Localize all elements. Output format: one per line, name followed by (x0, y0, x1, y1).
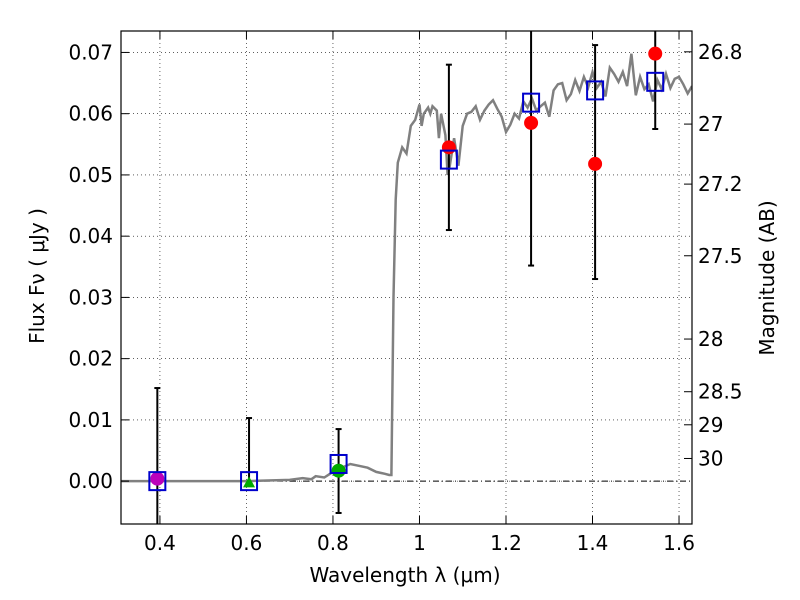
ticks: 0.4 0.6 0.8 1 1.2 1.4 1.6 0.00 0.01 0.02 0.03 0.04 0… (68, 31, 743, 555)
x-tick-label: 1 (413, 531, 426, 555)
right-tick-label: 27.5 (698, 244, 743, 268)
x-tick-label: 0.6 (231, 531, 263, 555)
y-tick-label: 0.03 (68, 285, 113, 309)
y-tick-label: 0.06 (68, 102, 113, 126)
right-tick-label: 29 (698, 413, 723, 437)
model-band-point (148, 471, 167, 492)
plot-frame (120, 30, 693, 525)
right-tick-label: 30 (698, 446, 723, 470)
x-tick-label: 1.4 (577, 531, 609, 555)
observed-point (588, 156, 603, 171)
spectrum-line (121, 53, 692, 483)
series (121, 31, 692, 524)
y-tick-label: 0.05 (68, 163, 113, 187)
x-tick-label: 1.2 (490, 531, 522, 555)
y-tick-label: 0.02 (68, 347, 113, 371)
observed-point (441, 140, 456, 155)
y-axis-right-label: Magnitude (AB) (755, 200, 779, 355)
grid (121, 31, 692, 524)
right-tick-label: 28.5 (698, 380, 743, 404)
right-tick-label: 27.2 (698, 172, 743, 196)
observed-point (150, 471, 165, 486)
observed-point (331, 463, 346, 478)
x-tick-label: 0.8 (317, 531, 349, 555)
observed-point (524, 115, 539, 130)
model-band-point (522, 92, 541, 113)
right-tick-label: 28 (698, 327, 723, 351)
x-tick-label: 0.4 (144, 531, 176, 555)
model-band-point (240, 471, 259, 492)
observed-point (648, 46, 663, 61)
model-band-point (646, 71, 665, 92)
x-tick-label: 1.6 (663, 531, 695, 555)
model-band-point (439, 149, 458, 170)
y-tick-label: 0.01 (68, 408, 113, 432)
y-tick-label: 0.00 (68, 469, 113, 493)
right-tick-label: 27 (698, 112, 723, 136)
observed-point (243, 476, 256, 488)
y-tick-label: 0.07 (68, 40, 113, 64)
model-band-point (329, 453, 348, 474)
x-axis-label: Wavelength λ (μm) (309, 563, 500, 587)
y-tick-label: 0.04 (68, 224, 113, 248)
plot-area (121, 31, 692, 524)
model-band-point (586, 80, 605, 101)
y-axis-left-label: Flux Fν ( μJy ) (25, 208, 49, 344)
right-tick-label: 26.8 (698, 40, 743, 64)
